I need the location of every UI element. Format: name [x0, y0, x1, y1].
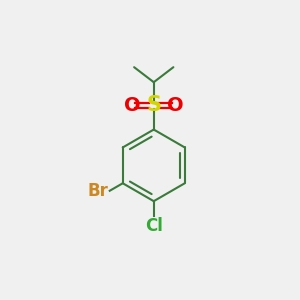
- Text: Br: Br: [88, 182, 109, 200]
- Text: O: O: [124, 96, 141, 115]
- Text: S: S: [146, 95, 161, 115]
- Text: O: O: [167, 96, 183, 115]
- Text: Cl: Cl: [145, 217, 163, 235]
